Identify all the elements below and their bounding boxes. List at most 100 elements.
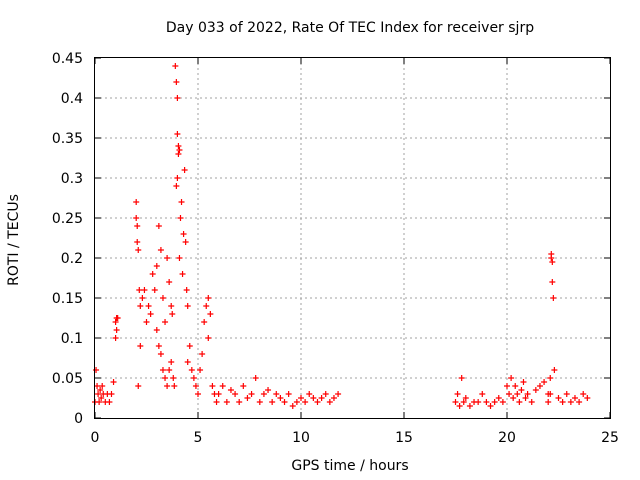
data-point-marker [281,399,288,405]
data-point-marker [209,383,216,389]
data-point-marker [175,151,182,157]
data-point-marker [227,387,234,393]
data-point-marker [240,383,247,389]
data-point-marker [184,303,191,309]
data-point-marker [95,391,102,397]
y-axis-ticks: 0 0.05 0.1 0.15 0.2 0.25 0.3 0.35 0.4 0.45 [52,51,610,427]
data-point-marker [452,399,459,405]
data-point-marker [183,287,190,293]
data-point-marker [174,95,181,101]
data-point-marker [170,375,177,381]
data-point-marker [528,399,535,405]
data-point-marker [483,399,490,405]
data-point-marker [536,383,543,389]
data-point-marker [108,391,115,397]
data-point-marker [169,311,176,317]
data-point-marker [188,367,195,373]
data-point-marker [96,399,103,405]
data-point-marker [298,395,304,401]
data-points [92,63,591,409]
data-point-marker [172,63,179,69]
data-point-marker [155,343,162,349]
y-tick-label: 0.15 [52,291,83,307]
data-point-marker [314,399,321,405]
data-point-marker [97,387,104,393]
data-point-marker [487,403,494,409]
data-point-marker [166,367,173,373]
data-point-marker [232,391,239,397]
x-tick-label: 20 [498,430,516,446]
data-point-marker [576,399,583,405]
data-point-marker [181,167,188,173]
y-tick-label: 0.3 [61,171,83,187]
data-point-marker [182,239,189,245]
data-point-marker [555,395,562,401]
data-point-marker [269,399,276,405]
data-point-marker [149,271,156,277]
data-point-marker [159,295,166,301]
data-point-marker [205,335,212,341]
data-point-marker [549,279,556,285]
data-point-marker [252,375,259,381]
x-tick-label: 15 [395,430,413,446]
data-point-marker [137,343,144,349]
data-point-marker [201,319,208,325]
data-point-marker [491,399,498,405]
data-point-marker [547,375,554,381]
y-tick-label: 0 [74,411,83,427]
data-point-marker [106,399,113,405]
data-point-marker [179,271,186,277]
data-point-marker [516,399,523,405]
data-point-marker [134,223,141,229]
data-point-marker [168,303,175,309]
data-point-marker [162,375,169,381]
data-point-marker [522,395,529,401]
data-point-marker [260,391,267,397]
data-point-marker [330,395,337,401]
data-point-marker [135,247,142,253]
y-tick-label: 0.1 [61,331,83,347]
x-axis-ticks: 0 5 10 15 20 25 [91,58,619,446]
data-point-marker [454,391,461,397]
y-tick-label: 0.25 [52,211,83,227]
data-point-marker [256,399,263,405]
data-point-marker [173,183,180,189]
data-point-marker [559,399,566,405]
data-point-marker [532,387,539,393]
data-point-marker [219,383,226,389]
data-point-marker [289,403,296,409]
data-point-marker [98,395,105,401]
data-point-marker [310,395,317,401]
data-point-marker [456,403,463,409]
data-point-marker [139,295,146,301]
data-point-marker [236,399,243,405]
data-point-marker [99,383,106,389]
data-point-marker [184,359,191,365]
data-point-marker [508,375,515,381]
data-point-marker [94,383,101,389]
data-point-marker [567,399,574,405]
data-point-marker [458,375,465,381]
data-point-marker [176,147,183,153]
data-point-marker [145,303,152,309]
data-point-marker [114,315,121,321]
data-point-marker [479,391,486,397]
data-point-marker [213,399,220,405]
data-point-marker [285,391,292,397]
data-point-marker [273,391,280,397]
data-point-marker [164,255,171,261]
data-point-marker [524,391,531,397]
data-point-marker [164,383,171,389]
y-axis-label: ROTI / TECUs [6,194,22,286]
x-axis-label: GPS time / hours [291,458,408,474]
data-point-marker [162,319,169,325]
x-tick-label: 5 [194,430,203,446]
data-point-marker [136,287,143,293]
data-point-marker [306,391,313,397]
data-point-marker [460,399,467,405]
y-tick-label: 0.2 [61,251,83,267]
data-point-marker [514,391,521,397]
data-point-marker [176,255,183,261]
chart-title: Day 033 of 2022, Rate Of TEC Index for r… [166,20,534,36]
data-point-marker [207,311,214,317]
